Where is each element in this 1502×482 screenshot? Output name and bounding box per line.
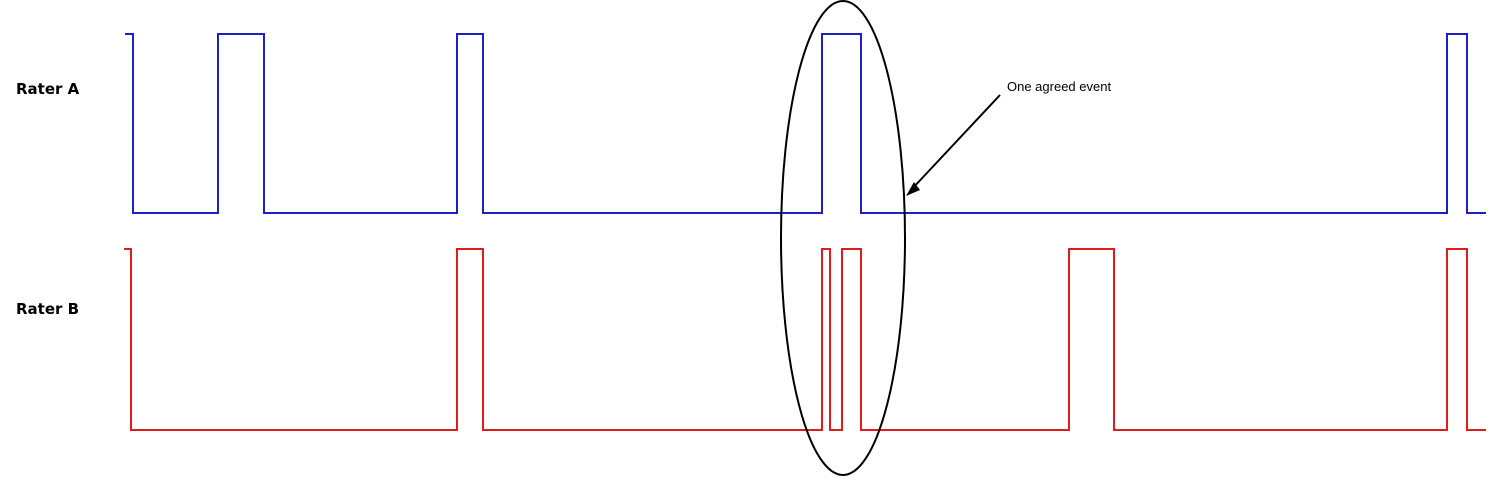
trace-a-path xyxy=(125,33,1486,214)
rater-b-trace xyxy=(124,248,1486,431)
rater-a-trace xyxy=(125,33,1486,214)
row-label-rater-a: Rater A xyxy=(16,80,80,98)
trace-b-path xyxy=(124,248,1486,431)
agreed-event-ellipse xyxy=(780,0,906,476)
row-label-rater-b: Rater B xyxy=(16,300,79,318)
annotation-label: One agreed event xyxy=(1007,79,1111,94)
annotation-arrowhead-icon xyxy=(906,182,920,196)
annotation-arrow-line xyxy=(910,94,1001,191)
